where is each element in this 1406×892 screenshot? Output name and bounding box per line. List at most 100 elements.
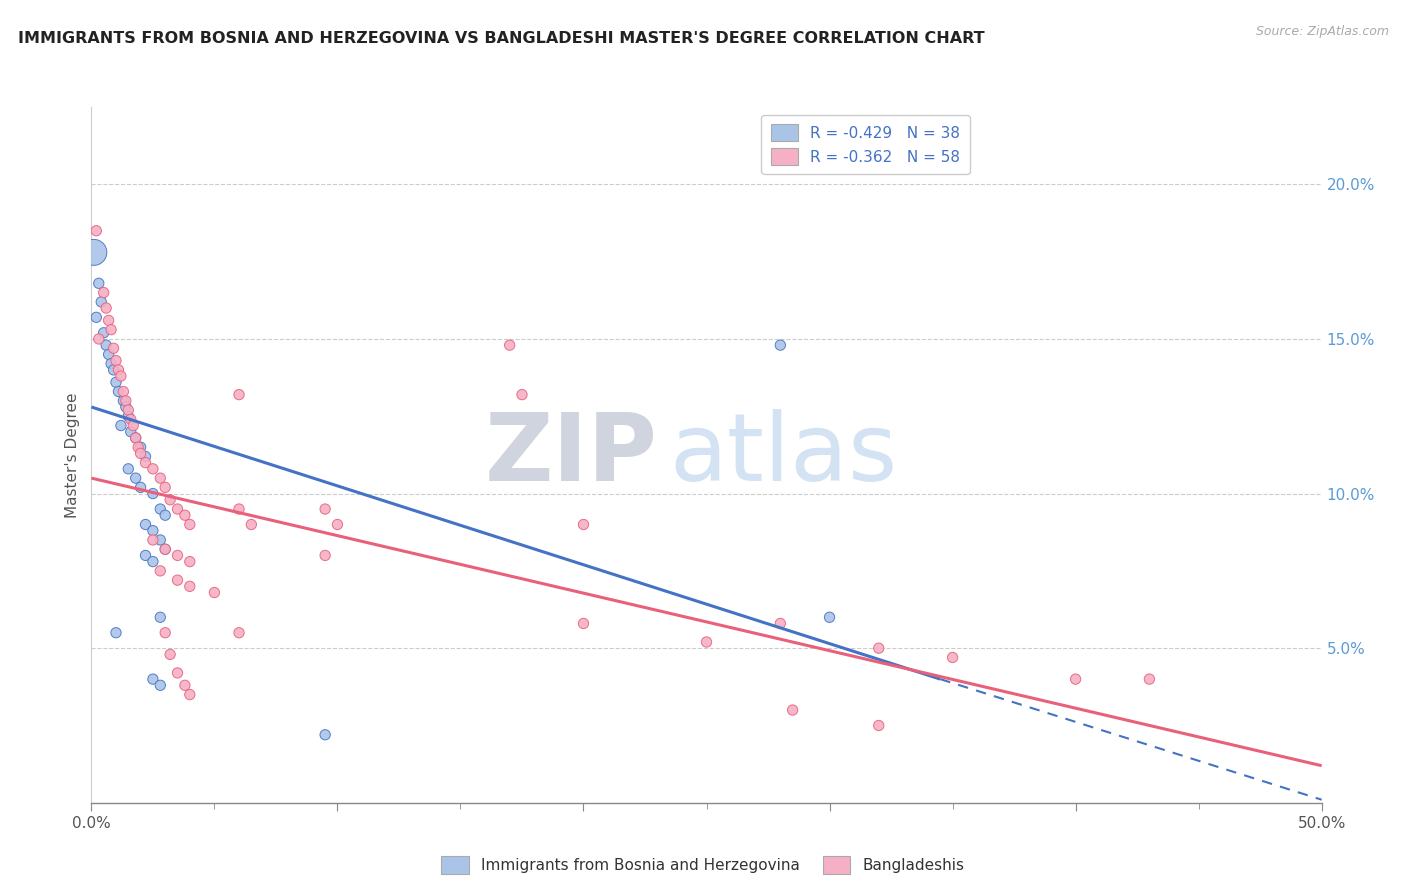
Point	[142, 462, 165, 476]
Point	[240, 517, 263, 532]
Point	[114, 393, 138, 408]
Point	[868, 641, 890, 656]
Point	[96, 338, 117, 352]
Point	[117, 462, 139, 476]
Point	[127, 440, 149, 454]
Point	[114, 400, 138, 414]
Point	[142, 672, 165, 686]
Point	[105, 625, 127, 640]
Legend: R = -0.429   N = 38, R = -0.362   N = 58: R = -0.429 N = 38, R = -0.362 N = 58	[762, 115, 970, 175]
Y-axis label: Master's Degree: Master's Degree	[65, 392, 80, 517]
Point	[695, 635, 717, 649]
Legend: Immigrants from Bosnia and Herzegovina, Bangladeshis: Immigrants from Bosnia and Herzegovina, …	[436, 850, 970, 880]
Point	[782, 703, 804, 717]
Point	[100, 357, 122, 371]
Point	[86, 224, 108, 238]
Point	[769, 616, 792, 631]
Point	[941, 650, 963, 665]
Point	[142, 555, 165, 569]
Point	[124, 431, 146, 445]
Text: IMMIGRANTS FROM BOSNIA AND HERZEGOVINA VS BANGLADESHI MASTER'S DEGREE CORRELATIO: IMMIGRANTS FROM BOSNIA AND HERZEGOVINA V…	[18, 31, 984, 46]
Point	[868, 718, 890, 732]
Point	[153, 480, 177, 494]
Point	[314, 549, 336, 563]
Point	[96, 301, 117, 315]
Point	[314, 502, 336, 516]
Point	[510, 387, 533, 401]
Point	[93, 326, 115, 340]
Point	[135, 517, 156, 532]
Point	[83, 245, 105, 260]
Point	[117, 403, 139, 417]
Point	[159, 492, 181, 507]
Point	[103, 363, 125, 377]
Point	[110, 369, 132, 384]
Point	[129, 480, 152, 494]
Point	[90, 294, 112, 309]
Point	[153, 542, 177, 557]
Point	[107, 384, 129, 399]
Point	[174, 678, 197, 692]
Point	[179, 579, 201, 593]
Point	[179, 555, 201, 569]
Point	[153, 625, 177, 640]
Point	[110, 418, 132, 433]
Point	[124, 431, 146, 445]
Point	[142, 533, 165, 547]
Point	[166, 665, 188, 680]
Point	[149, 678, 172, 692]
Point	[120, 425, 142, 439]
Point	[87, 277, 110, 291]
Point	[572, 517, 595, 532]
Text: atlas: atlas	[669, 409, 898, 501]
Text: ZIP: ZIP	[485, 409, 657, 501]
Point	[1139, 672, 1161, 686]
Point	[124, 471, 146, 485]
Point	[1064, 672, 1087, 686]
Point	[135, 549, 156, 563]
Point	[129, 446, 152, 460]
Point	[498, 338, 520, 352]
Point	[149, 564, 172, 578]
Point	[142, 486, 165, 500]
Point	[572, 616, 595, 631]
Point	[117, 409, 139, 424]
Point	[97, 347, 120, 361]
Point	[174, 508, 197, 523]
Text: Source: ZipAtlas.com: Source: ZipAtlas.com	[1256, 25, 1389, 38]
Point	[818, 610, 841, 624]
Point	[159, 648, 181, 662]
Point	[149, 471, 172, 485]
Point	[179, 517, 201, 532]
Point	[228, 625, 250, 640]
Point	[135, 456, 156, 470]
Point	[135, 450, 156, 464]
Point	[326, 517, 349, 532]
Point	[112, 384, 135, 399]
Point	[149, 533, 172, 547]
Point	[103, 341, 125, 355]
Point	[228, 387, 250, 401]
Point	[105, 353, 127, 368]
Point	[93, 285, 115, 300]
Point	[142, 524, 165, 538]
Point	[129, 440, 152, 454]
Point	[122, 418, 145, 433]
Point	[107, 363, 129, 377]
Point	[86, 310, 108, 325]
Point	[149, 610, 172, 624]
Point	[228, 502, 250, 516]
Point	[153, 542, 177, 557]
Point	[153, 508, 177, 523]
Point	[97, 313, 120, 327]
Point	[166, 573, 188, 587]
Point	[105, 376, 127, 390]
Point	[112, 393, 135, 408]
Point	[769, 338, 792, 352]
Point	[166, 502, 188, 516]
Point	[314, 728, 336, 742]
Point	[166, 549, 188, 563]
Point	[87, 332, 110, 346]
Point	[179, 688, 201, 702]
Point	[120, 412, 142, 426]
